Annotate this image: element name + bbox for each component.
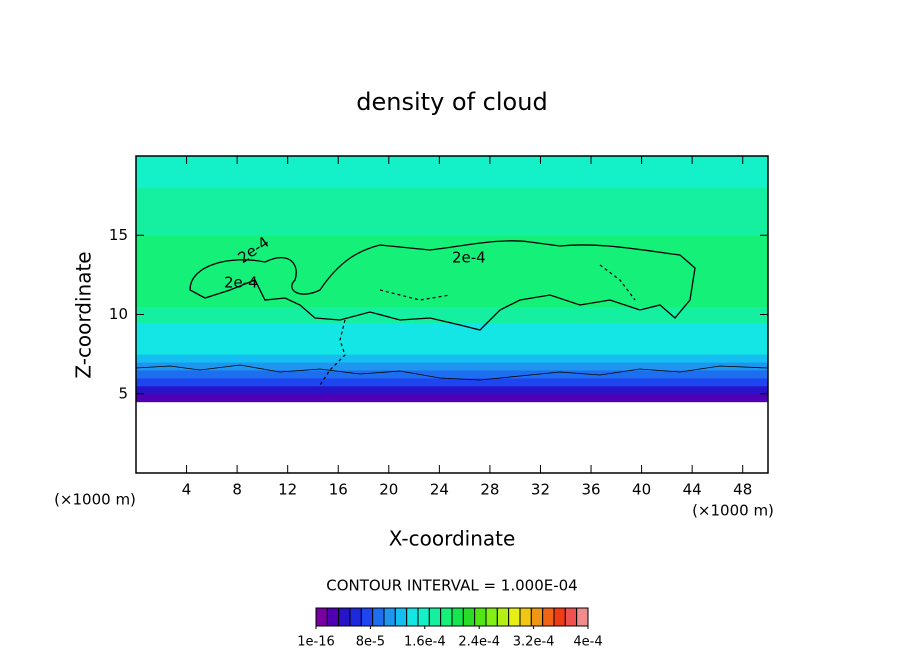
contour-line (135, 364, 769, 381)
colorbar-box (462, 607, 476, 627)
colorbar-box (542, 607, 555, 627)
colorbar-box (485, 607, 498, 627)
field-band (136, 362, 768, 371)
colorbar-box (530, 607, 544, 627)
x-tick-label: 44 (683, 481, 702, 499)
x-tick-label: 32 (531, 481, 550, 499)
colorbar-label: 4e-4 (573, 635, 602, 650)
colorbar-box (360, 607, 374, 627)
colorbar-box (338, 607, 351, 627)
x-tick-label: 20 (379, 481, 398, 499)
field-band (136, 290, 768, 308)
colorbar-label: 3.2e-4 (513, 635, 555, 650)
field-band (136, 369, 768, 379)
colorbar-box (315, 607, 328, 627)
field-band (136, 385, 768, 395)
colorbar-box (383, 607, 396, 627)
field-band (136, 306, 768, 323)
contour-label: 2e-4 (452, 249, 486, 267)
colorbar-box (406, 607, 419, 627)
field-band (136, 203, 768, 220)
field-band (136, 235, 768, 252)
colorbar-box (440, 607, 453, 627)
colorbar-box (326, 607, 340, 627)
colorbar-box (564, 607, 578, 627)
x-tick-label: 28 (480, 481, 499, 499)
colorbar-box (576, 607, 589, 627)
x-tick-label: 40 (632, 481, 651, 499)
colorbar-box (496, 607, 510, 627)
colorbar: 1e-16 8e-5 1.6e-4 2.4e-4 3.2e-4 4e-4 (297, 607, 603, 650)
colorbar-label: 1e-16 (297, 635, 335, 650)
colorbar-box (553, 607, 566, 627)
x-tick-label: 36 (581, 481, 600, 499)
colorbar-box (451, 607, 464, 627)
y-tick-label: 10 (109, 305, 128, 323)
field-band (136, 322, 768, 339)
field (136, 156, 768, 403)
colorbar-box (417, 607, 430, 627)
y-tick-label: 5 (118, 384, 128, 402)
colorbar-box (474, 607, 487, 627)
colorbar-box (519, 607, 532, 627)
field-band (136, 354, 768, 363)
y-axis-label: Z-coordinate (72, 251, 96, 378)
x-unit: (×1000 m) (692, 502, 774, 520)
contour-line (189, 240, 696, 331)
colorbar-label: 1.6e-4 (404, 635, 446, 650)
field-band (136, 156, 768, 189)
x-tick-label: 24 (430, 481, 449, 499)
x-axis-label: X-coordinate (389, 527, 516, 551)
colorbar-label: 2.4e-4 (458, 635, 500, 650)
field-band (136, 338, 768, 355)
chart-title: density of cloud (356, 88, 547, 116)
field-band (136, 219, 768, 236)
y-tick-label: 15 (109, 226, 128, 244)
contour-interval: CONTOUR INTERVAL = 1.000E-04 (326, 577, 577, 595)
field-band (136, 187, 768, 205)
colorbar-box (428, 607, 442, 627)
colorbar-box (394, 607, 408, 627)
x-tick-label: 16 (329, 481, 348, 499)
field-band (136, 393, 768, 403)
field-band (136, 266, 768, 292)
x-tick-label: 48 (733, 481, 752, 499)
colorbar-label: 8e-5 (356, 635, 385, 650)
x-tick-label: 12 (278, 481, 297, 499)
x-tick-label: 4 (182, 481, 192, 499)
x-tick-label: 8 (232, 481, 242, 499)
colorbar-box (372, 607, 385, 627)
contour-line (319, 264, 636, 386)
contour-label: 2e-4 (224, 274, 258, 292)
colorbar-box (349, 607, 362, 627)
colorbar-box (508, 607, 521, 627)
field-band (136, 377, 768, 387)
x-unit: (×1000 m) (54, 491, 136, 509)
